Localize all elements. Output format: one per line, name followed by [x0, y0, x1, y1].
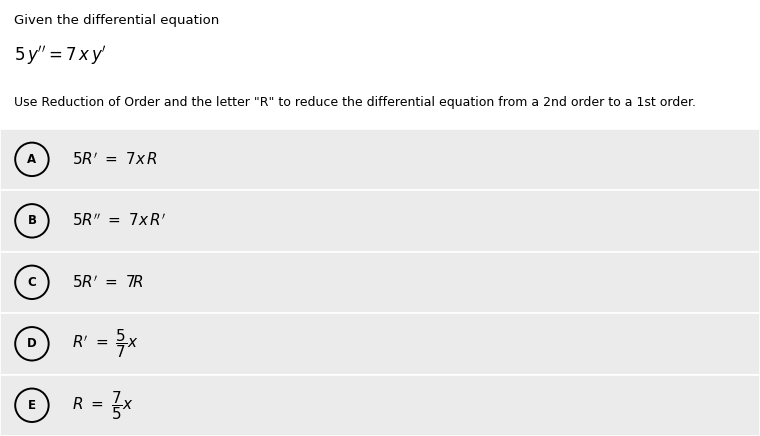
- Text: A: A: [27, 153, 36, 166]
- Text: $R' \ = \ \dfrac{5}{7}x$: $R' \ = \ \dfrac{5}{7}x$: [72, 327, 139, 360]
- Text: C: C: [27, 276, 36, 289]
- FancyBboxPatch shape: [0, 129, 760, 190]
- Text: Use Reduction of Order and the letter "R" to reduce the differential equation fr: Use Reduction of Order and the letter "R…: [14, 96, 696, 109]
- Text: $5R' \ = \ 7R$: $5R' \ = \ 7R$: [72, 274, 144, 291]
- FancyBboxPatch shape: [0, 0, 760, 129]
- FancyBboxPatch shape: [0, 375, 760, 436]
- Text: $5R' \ = \ 7x\,R$: $5R' \ = \ 7x\,R$: [72, 151, 158, 168]
- Text: B: B: [27, 215, 36, 227]
- FancyBboxPatch shape: [0, 190, 760, 252]
- Text: D: D: [27, 337, 36, 350]
- Text: Given the differential equation: Given the differential equation: [14, 14, 219, 27]
- Text: $5\,y'' = 7\,x\,y'$: $5\,y'' = 7\,x\,y'$: [14, 44, 107, 67]
- Text: $5R'' \ = \ 7x\,R'$: $5R'' \ = \ 7x\,R'$: [72, 212, 166, 229]
- Text: $R \ = \ \dfrac{7}{5}x$: $R \ = \ \dfrac{7}{5}x$: [72, 389, 135, 422]
- FancyBboxPatch shape: [0, 252, 760, 313]
- FancyBboxPatch shape: [0, 313, 760, 375]
- Text: E: E: [28, 399, 36, 412]
